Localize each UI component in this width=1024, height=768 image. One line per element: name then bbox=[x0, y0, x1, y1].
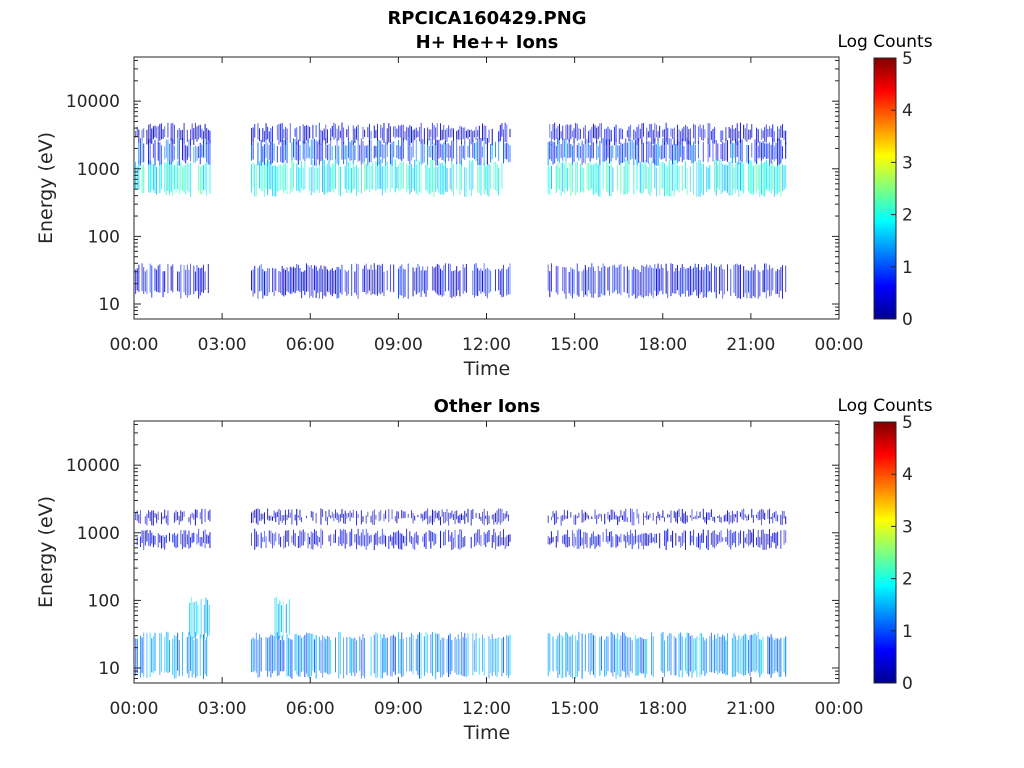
x-tick-label: 21:00 bbox=[726, 335, 775, 355]
figure-file-title: RPCICA160429.PNG bbox=[387, 8, 586, 29]
y-tick-label: 100 bbox=[88, 227, 120, 247]
x-tick-label: 00:00 bbox=[110, 335, 159, 355]
y-axis-label: Energy (eV) bbox=[35, 132, 57, 244]
y-axis-label: Energy (eV) bbox=[35, 496, 57, 608]
plot-frame bbox=[133, 420, 840, 684]
colorbar-title: Log Counts bbox=[837, 396, 932, 416]
colorbar: Log Counts 0 1 2 3 4 5 bbox=[837, 32, 932, 330]
colorbar-tick-label: 4 bbox=[902, 465, 913, 485]
axis-ticks: 00:00 03:00 06:00 09:00 12:00 15:00 18:00 21:00… bbox=[66, 57, 864, 355]
x-tick-label: 03:00 bbox=[198, 335, 247, 355]
x-tick-label: 12:00 bbox=[462, 335, 511, 355]
colorbar-tick-label: 0 bbox=[902, 310, 913, 330]
panel-h-he-ions: H+ He++ Ions 00:00 03:00 06:00 09:00 12:00 15… bbox=[35, 32, 933, 380]
spectrogram-h-he-ions bbox=[133, 122, 787, 299]
colorbar-tick-label: 2 bbox=[902, 206, 913, 226]
colorbar: Log Counts 0 1 2 3 4 5 bbox=[837, 396, 932, 694]
x-tick-label: 18:00 bbox=[638, 335, 687, 355]
y-tick-label: 1000 bbox=[77, 160, 120, 180]
colorbar-tick-label: 5 bbox=[902, 413, 913, 433]
colorbar-title: Log Counts bbox=[837, 32, 932, 52]
axis-ticks: 00:00 03:00 06:00 09:00 12:00 15:00 18:00 21:00… bbox=[66, 421, 864, 719]
x-tick-label: 18:00 bbox=[638, 699, 687, 719]
x-tick-label: 15:00 bbox=[550, 335, 599, 355]
y-tick-label: 10 bbox=[98, 659, 120, 679]
colorbar-scale bbox=[873, 421, 897, 684]
x-tick-label: 06:00 bbox=[286, 335, 335, 355]
colorbar-scale bbox=[873, 57, 897, 320]
colorbar-tick-label: 1 bbox=[902, 622, 913, 642]
colorbar-tick-label: 2 bbox=[902, 570, 913, 590]
x-tick-label: 00:00 bbox=[815, 335, 864, 355]
colorbar-tick-label: 3 bbox=[902, 517, 913, 537]
y-tick-label: 100 bbox=[88, 591, 120, 611]
x-tick-label: 09:00 bbox=[374, 699, 423, 719]
colorbar-tick-label: 1 bbox=[902, 258, 913, 278]
colorbar-tick-label: 5 bbox=[902, 49, 913, 69]
x-tick-label: 15:00 bbox=[550, 699, 599, 719]
x-tick-label: 06:00 bbox=[286, 699, 335, 719]
colorbar-tick-label: 0 bbox=[902, 674, 913, 694]
x-tick-label: 00:00 bbox=[815, 699, 864, 719]
panel-title: H+ He++ Ions bbox=[416, 32, 559, 53]
y-tick-label: 10 bbox=[98, 295, 120, 315]
x-tick-label: 00:00 bbox=[110, 699, 159, 719]
panel-title: Other Ions bbox=[434, 396, 541, 417]
panel-other-ions: Other Ions 00:00 03:00 06:00 09:00 12:00 15:0… bbox=[35, 396, 933, 744]
plot-frame bbox=[133, 56, 840, 320]
y-tick-label: 1000 bbox=[77, 524, 120, 544]
x-tick-label: 09:00 bbox=[374, 335, 423, 355]
x-tick-label: 21:00 bbox=[726, 699, 775, 719]
x-tick-label: 03:00 bbox=[198, 699, 247, 719]
spectrogram-other-ions bbox=[133, 508, 787, 680]
x-axis-label: Time bbox=[463, 722, 511, 744]
colorbar-tick-label: 4 bbox=[902, 101, 913, 121]
y-tick-label: 10000 bbox=[66, 92, 120, 112]
x-axis-label: Time bbox=[463, 358, 511, 380]
y-tick-label: 10000 bbox=[66, 456, 120, 476]
colorbar-tick-label: 3 bbox=[902, 153, 913, 173]
x-tick-label: 12:00 bbox=[462, 699, 511, 719]
